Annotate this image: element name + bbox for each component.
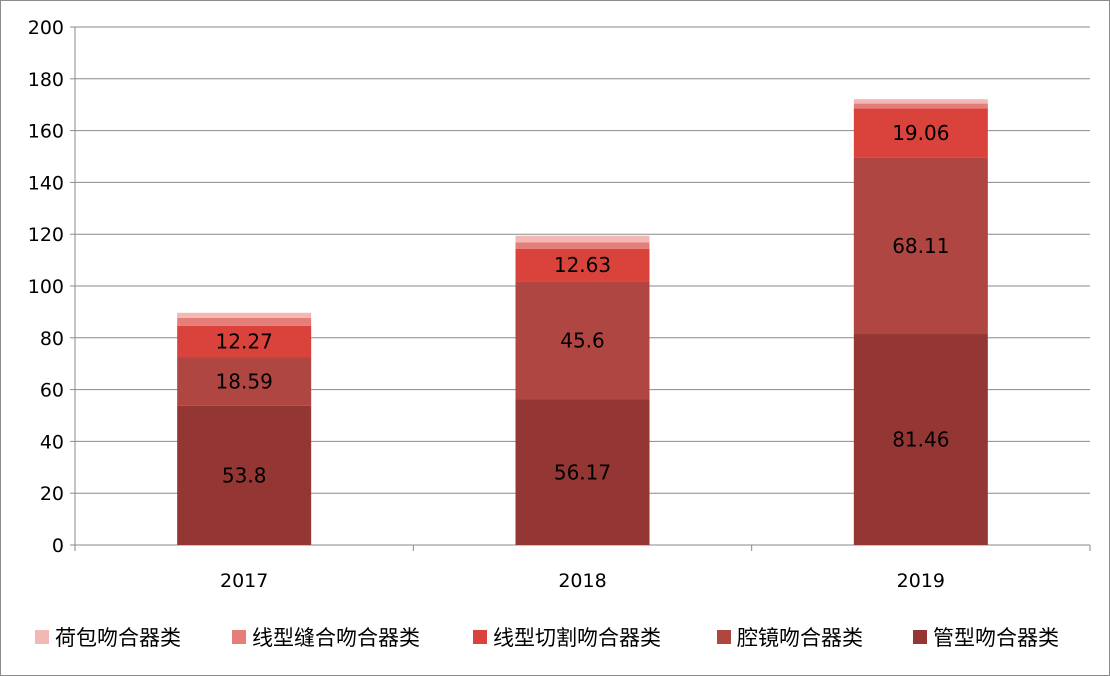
data-label: 12.63 (554, 253, 611, 277)
bars (177, 99, 988, 545)
data-label: 53.8 (222, 463, 267, 487)
bar-segment (177, 312, 312, 318)
bar-segment (853, 103, 988, 109)
y-tick-label: 180 (28, 69, 64, 91)
bar-segment (853, 334, 988, 545)
data-label: 45.6 (560, 328, 605, 352)
data-label: 68.11 (892, 234, 949, 258)
legend-swatch (232, 630, 246, 644)
bar-segment (515, 235, 650, 243)
data-label: 81.46 (892, 428, 949, 452)
y-tick-label: 160 (28, 121, 64, 143)
y-tick-label: 40 (40, 431, 64, 453)
legend-label: 管型吻合器类 (933, 626, 1059, 650)
y-tick-label: 20 (40, 483, 64, 505)
bar-segment (177, 357, 312, 406)
legend-label: 线型切割吻合器类 (493, 626, 661, 650)
x-tick-label: 2019 (897, 570, 945, 592)
data-label: 18.59 (216, 370, 273, 394)
bar-segment (515, 399, 650, 545)
bar-segment (515, 242, 650, 249)
y-tick-label: 120 (28, 224, 64, 246)
y-tick-label: 100 (28, 276, 64, 298)
bar-segment (853, 157, 988, 335)
y-tick-label: 200 (28, 17, 64, 39)
legend-swatch (473, 630, 487, 644)
bar-segment (853, 99, 988, 104)
bar-segment (177, 317, 312, 326)
y-tick-label: 60 (40, 380, 64, 402)
y-tick-label: 80 (40, 328, 64, 350)
bar-segment (177, 325, 312, 358)
legend-swatch (35, 630, 49, 644)
data-label: 12.27 (216, 330, 273, 354)
bar-segment (177, 405, 312, 545)
data-labels: 53.8 18.59 12.27 56.17 45.6 12.63 81.46 68.11 19… (216, 121, 950, 487)
legend: 荷包吻合器类 线型缝合吻合器类 线型切割吻合器类 腔镜吻合器类 管型吻合器类 (35, 626, 1059, 650)
x-tick-label: 2018 (558, 570, 606, 592)
legend-swatch (913, 630, 927, 644)
y-tick-label: 0 (52, 535, 64, 557)
bar-segment (515, 248, 650, 282)
x-tick-label: 2017 (220, 570, 268, 592)
y-tick-label: 140 (28, 172, 64, 194)
legend-swatch (717, 630, 731, 644)
legend-label: 线型缝合吻合器类 (252, 626, 420, 650)
bar-segment (515, 281, 650, 400)
legend-label: 腔镜吻合器类 (737, 626, 863, 650)
data-label: 19.06 (892, 121, 949, 145)
bar-segment (853, 108, 988, 158)
legend-label: 荷包吻合器类 (55, 626, 181, 650)
data-label: 56.17 (554, 460, 611, 484)
